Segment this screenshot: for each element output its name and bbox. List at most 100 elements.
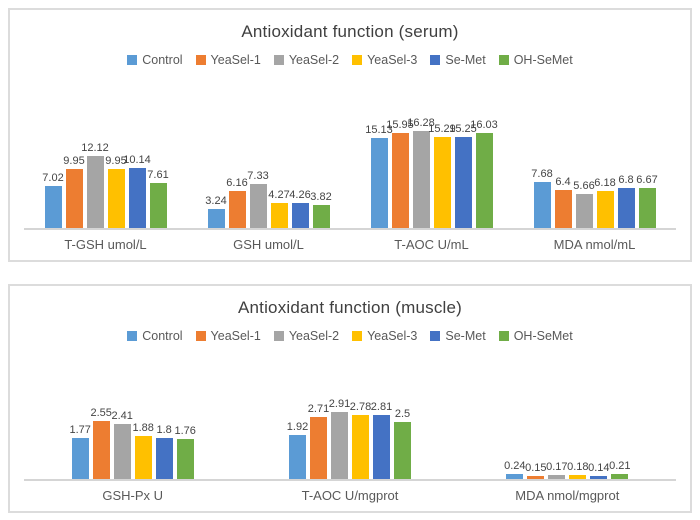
bar-yeasel-2: 12.12: [81, 142, 109, 228]
data-label: 3.24: [205, 194, 227, 207]
chart-legend-serum: Control YeaSel-1 YeaSel-2 YeaSel-3 Se-Met OH-…: [10, 52, 690, 68]
legend-label: OH-SeMet: [513, 329, 573, 343]
bar-yeasel-1: 6.16: [226, 178, 248, 228]
bar-rect: [412, 131, 430, 228]
data-label: 6.4: [555, 175, 571, 188]
bar-cluster: 0.24 0.15 0.17 0.18 0.14 0.21: [504, 460, 631, 479]
bar-rect: [527, 475, 545, 479]
legend-item-yeasel-3: YeaSel-3: [352, 329, 417, 343]
data-label: 0.21: [609, 460, 631, 473]
data-label: 2.71: [307, 402, 330, 415]
bar-control: 1.92: [287, 421, 308, 479]
category-cell: MDA nmol/mL: [513, 236, 676, 254]
legend-label: Se-Met: [445, 329, 486, 343]
legend-label: YeaSel-3: [367, 53, 418, 67]
legend-swatch-icon: [430, 55, 441, 65]
bar-se-met: 15.25: [449, 124, 477, 228]
data-label: 2.81: [370, 400, 393, 413]
bar-rect: [291, 202, 309, 228]
data-label: 15.25: [449, 123, 477, 136]
legend-label: YeaSel-2: [288, 329, 340, 343]
bar-yeasel-3: 0.18: [567, 461, 589, 479]
bar-rect: [330, 412, 348, 479]
bar-yeasel-1: 2.55: [90, 407, 112, 479]
bar-rect: [312, 205, 330, 228]
bar-rect: [590, 475, 608, 479]
category-group: 3.24 6.16 7.33 4.27 4.26 3.82: [187, 171, 350, 228]
data-label: 0.15: [525, 461, 547, 474]
category-label: GSH umol/L: [233, 237, 304, 252]
bar-se-met: 4.26: [289, 189, 311, 228]
bar-rect: [65, 168, 83, 228]
bar-rect: [288, 434, 306, 479]
category-group: 1.77 2.55 2.41 1.88 1.8 1.76: [24, 407, 241, 479]
bar-rect: [176, 438, 194, 479]
bar-rect: [596, 191, 614, 228]
bar-rect: [149, 182, 167, 228]
data-label: 9.95: [63, 154, 85, 167]
bar-yeasel-2: 0.17: [546, 462, 568, 479]
data-label: 2.55: [90, 406, 112, 419]
legend-item-oh-semet: OH-SeMet: [498, 53, 573, 67]
legend-label: Control: [142, 53, 183, 67]
bar-rect: [228, 191, 246, 228]
legend-swatch-icon: [352, 55, 363, 65]
chart-panel-serum: Antioxidant function (serum) Control YeaS…: [8, 8, 692, 262]
bar-rect: [270, 202, 288, 228]
bar-yeasel-1: 9.95: [63, 155, 85, 228]
bar-rect: [617, 187, 635, 228]
category-cell: T-AOC U/mgprot: [241, 487, 458, 505]
category-cell: T-AOC U/mL: [350, 236, 513, 254]
legend-swatch-icon: [273, 331, 284, 341]
category-label: MDA nmol/mgprot: [515, 488, 620, 503]
bar-yeasel-2: 5.66: [573, 181, 595, 228]
legend-item-yeasel-2: YeaSel-2: [273, 53, 339, 67]
bar-se-met: 1.8: [155, 424, 173, 479]
bar-yeasel-1: 6.4: [554, 176, 572, 228]
bar-rect: [475, 132, 493, 228]
bar-yeasel-3: 6.18: [594, 178, 616, 228]
bar-yeasel-3: 2.78: [350, 402, 371, 479]
data-label: 15.13: [365, 123, 393, 136]
bar-se-met: 0.14: [588, 462, 610, 479]
data-label: 2.5: [394, 407, 411, 420]
category-cell: MDA nmol/mgprot: [459, 487, 676, 505]
bar-rect: [134, 435, 152, 479]
bar-control: 7.02: [42, 173, 64, 228]
bar-yeasel-3: 15.29: [428, 124, 456, 228]
bar-rect: [155, 437, 173, 479]
bar-se-met: 6.8: [617, 174, 635, 228]
legend-label: YeaSel-1: [210, 53, 261, 67]
bar-control: 1.77: [69, 425, 91, 479]
legend-item-oh-semet: OH-SeMet: [498, 329, 573, 343]
category-cell: GSH-Px U: [24, 487, 241, 505]
category-group: 7.02 9.95 12.12 9.95 10.14 7.61: [24, 142, 187, 228]
legend-label: OH-SeMet: [513, 53, 573, 67]
category-label: MDA nmol/mL: [553, 237, 636, 252]
legend-item-se-met: Se-Met: [430, 53, 486, 67]
bar-rect: [372, 414, 390, 479]
bar-yeasel-2: 7.33: [247, 171, 269, 228]
data-label: 4.27: [268, 188, 290, 201]
bar-yeasel-1: 15.95: [386, 120, 414, 228]
data-label: 1.77: [69, 424, 91, 437]
data-label: 0.18: [567, 460, 589, 473]
bar-oh-semet: 2.5: [393, 408, 411, 479]
legend-item-yeasel-3: YeaSel-3: [352, 53, 417, 67]
data-label: 5.66: [573, 180, 595, 193]
data-label: 2.41: [111, 409, 133, 422]
chart-title-muscle: Antioxidant function (muscle): [237, 298, 463, 317]
data-label: 4.26: [289, 188, 311, 201]
bar-oh-semet: 0.21: [609, 461, 631, 479]
bar-rect: [569, 474, 587, 479]
bar-rect: [554, 189, 572, 228]
data-label: 7.02: [42, 172, 64, 185]
data-label: 12.12: [81, 141, 109, 154]
legend-swatch-icon: [498, 55, 509, 65]
bar-rect: [454, 137, 472, 228]
category-cell: GSH umol/L: [187, 236, 350, 254]
category-cell: T-GSH umol/L: [24, 236, 187, 254]
bar-oh-semet: 3.82: [310, 192, 332, 228]
legend-item-yeasel-1: YeaSel-1: [195, 329, 261, 343]
legend-item-se-met: Se-Met: [430, 329, 486, 343]
